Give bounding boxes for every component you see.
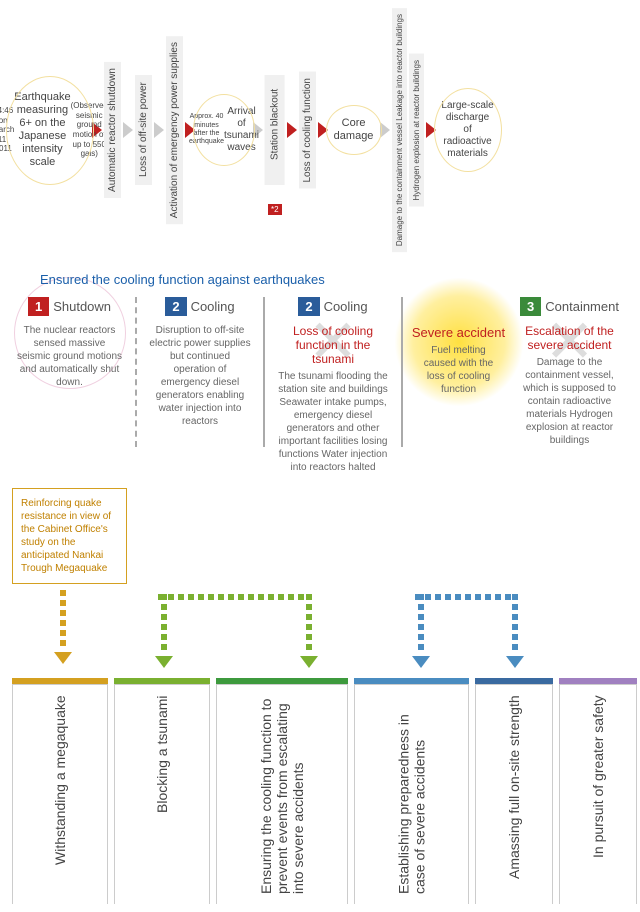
bottom-bar: Establishing preparedness in case of sev…	[354, 678, 469, 904]
arrows-region	[10, 594, 630, 674]
event-note: (Observed seismic ground motion of up to…	[71, 101, 108, 159]
tl-box-emergency: Activation of emergency power supplies	[166, 36, 183, 224]
col-title: Shutdown	[53, 299, 111, 314]
col-title: Cooling	[324, 299, 368, 314]
arrow-ochre	[54, 590, 72, 664]
badge-1: 1	[28, 297, 49, 316]
star-badge: *2	[268, 204, 282, 215]
bottom-bar: Amassing full on-site strength	[475, 678, 553, 904]
col-subtitle: Severe accident	[411, 325, 506, 340]
col-desc: The nuclear reactors sensed massive seis…	[12, 324, 127, 389]
section-header: Ensured the cooling function against ear…	[40, 272, 630, 287]
diagram-container: 14:46 on March 11, 2011 Earthquake measu…	[0, 0, 640, 912]
col-cooling-2: 2 Cooling Loss of cooling function in the…	[273, 297, 393, 474]
bottom-bar: Withstanding a megaquake	[12, 678, 108, 904]
tl-discharge: Large-scale discharge of radioactive mat…	[438, 94, 498, 166]
event-title: Earthquake measuring 6+ on the Japanese …	[14, 91, 70, 170]
bottom-bars: Withstanding a megaquakeBlocking a tsuna…	[10, 678, 630, 904]
badge-2b: 2	[298, 297, 319, 316]
bar-label: Amassing full on-site strength	[475, 684, 553, 904]
event-time: 14:46 on March 11, 2011	[0, 106, 14, 154]
bar-label: Withstanding a megaquake	[12, 684, 108, 904]
bottom-bar: In pursuit of greater safety	[559, 678, 637, 904]
arrow-icon	[380, 122, 390, 138]
col-desc: Damage to the containment vessel, which …	[512, 356, 627, 447]
col-severe: Severe accident Fuel melting caused with…	[411, 297, 506, 474]
tl-core-damage: Core damage	[330, 111, 378, 149]
arrow-icon	[426, 122, 436, 138]
tl-box-containment-damage: Damage to the containment vessel Leakage…	[392, 8, 407, 252]
tsunami-title: Arrival of tsunami waves	[224, 106, 259, 154]
col-desc: Disruption to off-site electric power su…	[145, 324, 255, 428]
tl-box-shutdown: Automatic reactor shutdown	[104, 62, 121, 198]
bar-label: Establishing preparedness in case of sev…	[354, 684, 469, 904]
divider	[401, 297, 403, 447]
tl-box-loss-cooling: Loss of cooling function	[299, 72, 316, 189]
badge-3: 3	[520, 297, 541, 316]
arrow-green-2	[300, 594, 318, 668]
col-title: Containment	[545, 299, 619, 314]
col-containment: 3 Containment Escalation of the severe ac…	[512, 297, 627, 474]
arrow-blue-2	[506, 594, 524, 668]
divider	[263, 297, 265, 447]
arrow-blue-1	[412, 594, 430, 668]
badge-2: 2	[165, 297, 186, 316]
tl-box-hydrogen: Hydrogen explosion at reactor buildings	[409, 54, 424, 207]
col-desc: Fuel melting caused with the loss of coo…	[411, 344, 506, 396]
tl-box-blackout: *2Station blackout	[265, 75, 285, 185]
col-title: Cooling	[191, 299, 235, 314]
arrow-icon	[154, 122, 164, 138]
ochre-note-box: Reinforcing quake resistance in view of …	[12, 488, 127, 584]
bottom-bar: Ensuring the cooling function to prevent…	[216, 678, 348, 904]
col-desc: The tsunami flooding the station site an…	[273, 370, 393, 474]
arrow-green-1	[155, 594, 173, 668]
divider	[135, 297, 137, 447]
hconn-green	[158, 594, 304, 600]
col-cooling-1: 2 Cooling Disruption to off-site electric…	[145, 297, 255, 474]
bar-label: Blocking a tsunami	[114, 684, 210, 904]
arrow-icon	[287, 122, 297, 138]
bottom-bar: Blocking a tsunami	[114, 678, 210, 904]
tsunami-note: Approx. 40 minutes after the earthquake	[189, 113, 224, 147]
arrow-icon	[123, 122, 133, 138]
col-subtitle: Escalation of the severe accident	[512, 324, 627, 352]
bar-label: In pursuit of greater safety	[559, 684, 637, 904]
timeline-earthquake: 14:46 on March 11, 2011 Earthquake measu…	[10, 82, 90, 179]
col-shutdown: 1 Shutdown The nuclear reactors sensed ma…	[12, 297, 127, 474]
tl-box-loss-power: Loss of off-site power	[135, 75, 152, 185]
timeline-tsunami: Approx. 40 minutes after the earthquake …	[197, 100, 251, 160]
middle-columns: 1 Shutdown The nuclear reactors sensed ma…	[10, 297, 630, 474]
arrow-icon	[318, 122, 328, 138]
col-subtitle: Loss of cooling function in the tsunami	[273, 324, 393, 366]
timeline-row: 14:46 on March 11, 2011 Earthquake measu…	[10, 8, 630, 252]
bar-label: Ensuring the cooling function to prevent…	[216, 684, 348, 904]
